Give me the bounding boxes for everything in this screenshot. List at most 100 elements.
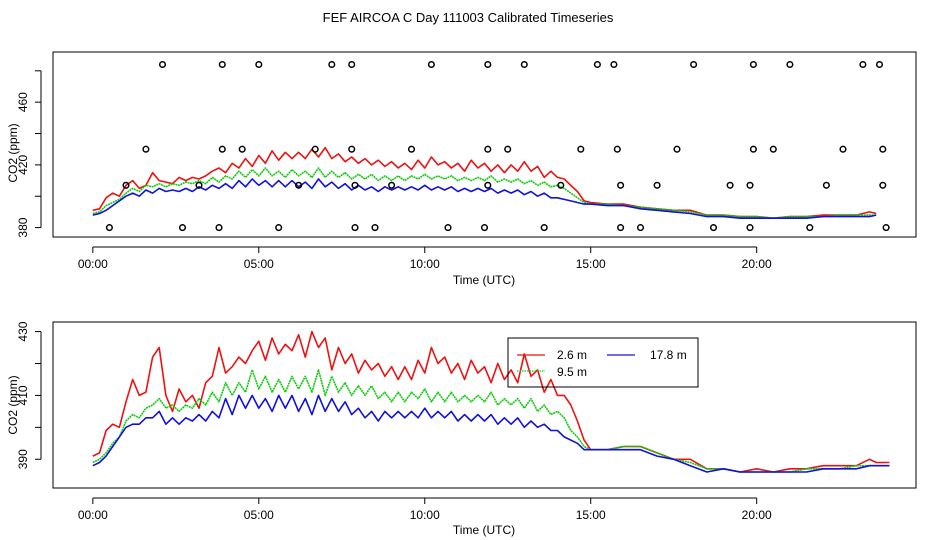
top-x-tick-label: 10:00: [410, 257, 440, 271]
data-marker: [520, 60, 528, 69]
data-marker: [480, 224, 489, 232]
top-series-17-8-m: [92, 178, 877, 219]
data-marker: [593, 60, 601, 69]
data-marker: [882, 224, 890, 232]
data-marker: [690, 60, 698, 69]
bottom-series-group: [92, 330, 890, 473]
data-marker: [726, 181, 734, 189]
data-marker: [540, 224, 548, 232]
data-marker: [351, 181, 359, 189]
bottom-x-axis-label: Time (UTC): [453, 523, 515, 537]
data-marker: [617, 224, 625, 232]
data-marker: [158, 60, 167, 69]
data-marker: [504, 145, 512, 153]
bottom-panel: 00:00 05:00 10:00 15:00 20:00 390 410 430 Time…: [6, 321, 917, 537]
data-marker: [195, 181, 203, 189]
top-plot-frame: [52, 51, 917, 238]
data-marker: [311, 145, 319, 153]
legend-label-2-6m: 2.6 m: [557, 348, 587, 362]
bottom-series-9-5-m: [92, 369, 890, 473]
bottom-x-tick-label: 00:00: [78, 508, 108, 522]
data-marker: [822, 181, 830, 189]
bottom-y-tick-label: 430: [16, 321, 30, 341]
data-marker: [636, 224, 645, 232]
data-marker: [275, 224, 283, 232]
bottom-y-tick-label: 410: [16, 385, 30, 405]
data-marker: [875, 60, 884, 69]
data-marker: [122, 181, 130, 189]
top-y-tick-label: 460: [16, 92, 30, 112]
top-panel: 00:00 05:00 10:00 15:00 20:00 380 420 460 Time…: [6, 51, 917, 287]
data-marker: [351, 224, 359, 232]
data-marker: [746, 181, 754, 189]
bottom-plot-frame: [52, 321, 917, 489]
data-marker: [484, 145, 492, 153]
data-marker: [617, 181, 625, 189]
data-marker: [786, 60, 794, 69]
data-marker: [444, 224, 452, 232]
top-markers-group: [105, 60, 890, 232]
data-marker: [484, 181, 492, 189]
data-marker: [218, 60, 226, 69]
bottom-x-tick-label: 05:00: [244, 508, 274, 522]
top-y-axis: 380 420 460: [16, 70, 42, 238]
data-marker: [407, 145, 416, 153]
data-marker: [142, 145, 150, 153]
legend-box: [507, 337, 699, 388]
bottom-x-tick-label: 10:00: [410, 508, 440, 522]
data-marker: [613, 145, 621, 153]
data-marker: [709, 224, 718, 232]
data-marker: [427, 60, 435, 69]
top-y-tick-label: 380: [16, 217, 30, 237]
top-frame-group: [52, 51, 917, 238]
data-marker: [746, 224, 754, 232]
top-x-axis: 00:00 05:00 10:00 15:00 20:00: [78, 246, 772, 271]
bottom-frame-group: [52, 321, 917, 489]
data-marker: [839, 145, 847, 153]
bottom-x-axis: 00:00 05:00 10:00 15:00 20:00: [78, 497, 772, 522]
bottom-series-2-6-m: [92, 330, 890, 473]
data-marker: [557, 181, 565, 189]
top-series-9-5-m: [92, 167, 877, 219]
bottom-x-tick-label: 20:00: [742, 508, 772, 522]
top-x-axis-label: Time (UTC): [453, 273, 515, 287]
top-series-2-6-m: [92, 146, 877, 219]
data-marker: [879, 181, 887, 189]
data-marker: [215, 224, 223, 232]
data-marker: [348, 60, 356, 69]
data-marker: [653, 181, 661, 189]
top-x-tick-label: 15:00: [576, 257, 606, 271]
data-marker: [769, 145, 777, 153]
top-series-group: [92, 146, 877, 219]
chart-title: FEF AIRCOA C Day 111003 Calibrated Times…: [323, 10, 614, 25]
data-marker: [673, 145, 681, 153]
bottom-x-tick-label: 15:00: [576, 508, 606, 522]
data-marker: [749, 60, 757, 69]
data-marker: [178, 224, 187, 232]
data-marker: [806, 224, 814, 232]
legend: 2.6 m 17.8 m 9.5 m: [507, 337, 699, 388]
top-y-tick-label: 420: [16, 155, 30, 175]
bottom-y-tick-label: 390: [16, 449, 30, 469]
top-x-tick-label: 05:00: [244, 257, 274, 271]
data-marker: [238, 145, 246, 153]
legend-label-9-5m: 9.5 m: [557, 365, 587, 379]
data-marker: [484, 60, 492, 69]
data-marker: [295, 181, 303, 189]
data-marker: [859, 60, 867, 69]
bottom-series-17-8-m: [92, 394, 890, 473]
data-marker: [255, 60, 263, 69]
top-y-axis-label: CO2 (ppm): [6, 123, 20, 182]
data-marker: [577, 145, 585, 153]
bottom-y-axis: 390 410 430: [16, 321, 42, 469]
data-marker: [218, 145, 226, 153]
bottom-y-axis-label: CO2 (ppm): [6, 375, 20, 434]
data-marker: [105, 224, 113, 232]
data-marker: [388, 181, 396, 189]
top-x-tick-label: 20:00: [742, 257, 772, 271]
data-marker: [328, 60, 336, 69]
data-marker: [879, 145, 887, 153]
data-marker: [610, 60, 618, 69]
data-marker: [348, 145, 356, 153]
